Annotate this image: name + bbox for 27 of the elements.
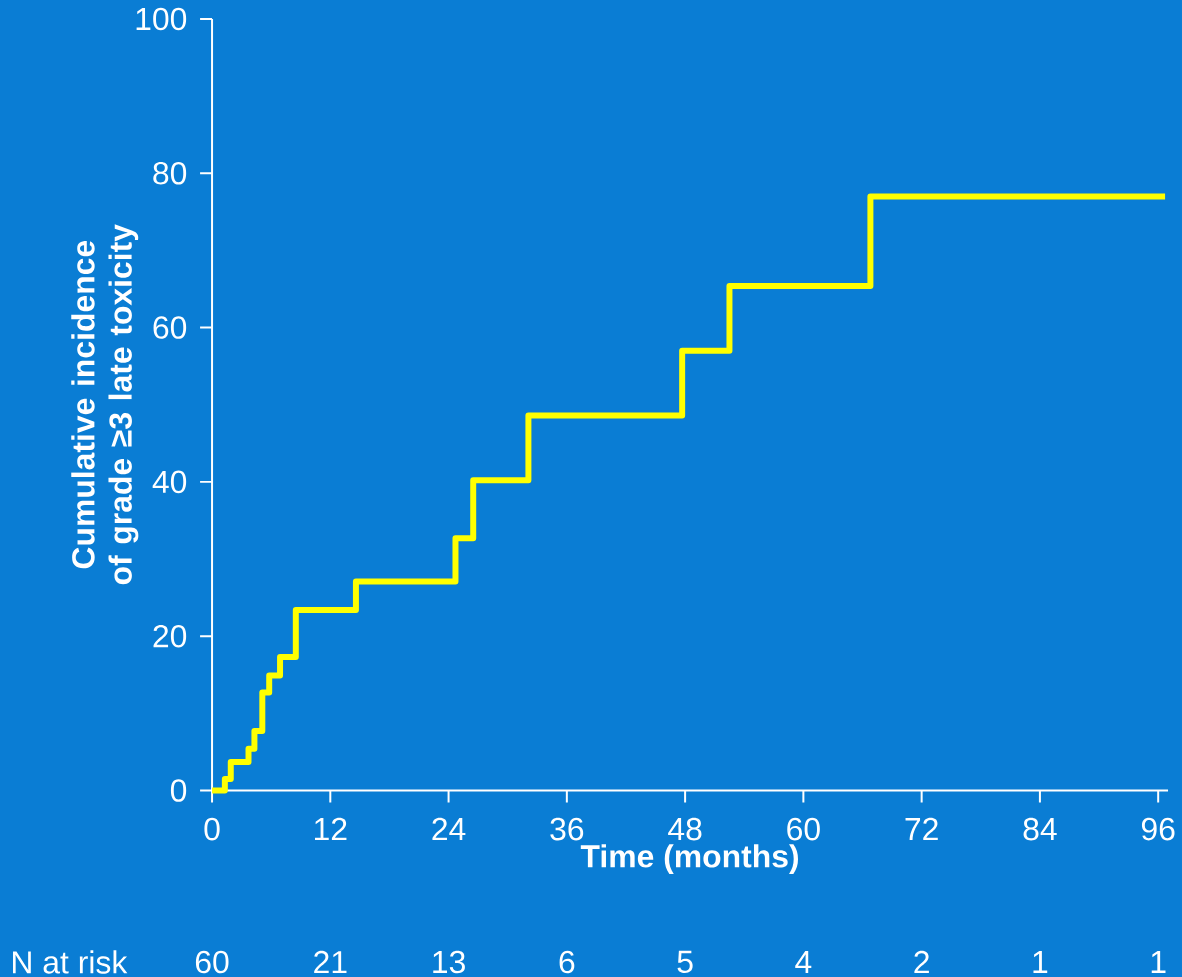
text: N at risk bbox=[13, 950, 128, 974]
y-tick-label: 60 bbox=[153, 316, 187, 339]
text: 21 bbox=[314, 950, 347, 974]
text: 13 bbox=[433, 950, 465, 974]
x-tick-label: 96 bbox=[1141, 817, 1175, 841]
y-tick-label: 20 bbox=[153, 624, 187, 648]
y-axis-title: Cumulative incidence of grade ≥3 late toxicity bbox=[71, 224, 139, 585]
x-tick-label: 84 bbox=[1023, 817, 1057, 841]
x-axis-title: Time (months) bbox=[580, 844, 799, 874]
x-tick-label: 24 bbox=[432, 817, 466, 841]
y-tick-label: 100 bbox=[136, 7, 187, 31]
text: 2 bbox=[914, 950, 929, 974]
x-tick-label: 48 bbox=[668, 817, 702, 841]
text: 6 bbox=[559, 950, 575, 974]
x-tick-label: 0 bbox=[204, 817, 220, 841]
x-tick-label: 72 bbox=[905, 817, 938, 841]
y-tick-label: 0 bbox=[170, 779, 187, 802]
y-tick-label: 80 bbox=[153, 161, 187, 185]
text: 4 bbox=[795, 951, 812, 973]
x-tick-label: 12 bbox=[315, 817, 347, 841]
text: 5 bbox=[677, 950, 693, 974]
text: 60 bbox=[195, 950, 229, 974]
y-tick-label: 40 bbox=[152, 470, 187, 494]
x-tick-label: 60 bbox=[787, 817, 820, 841]
text: 1 bbox=[1151, 951, 1166, 973]
x-tick-label: 36 bbox=[550, 817, 584, 841]
text: 1 bbox=[1033, 951, 1048, 973]
